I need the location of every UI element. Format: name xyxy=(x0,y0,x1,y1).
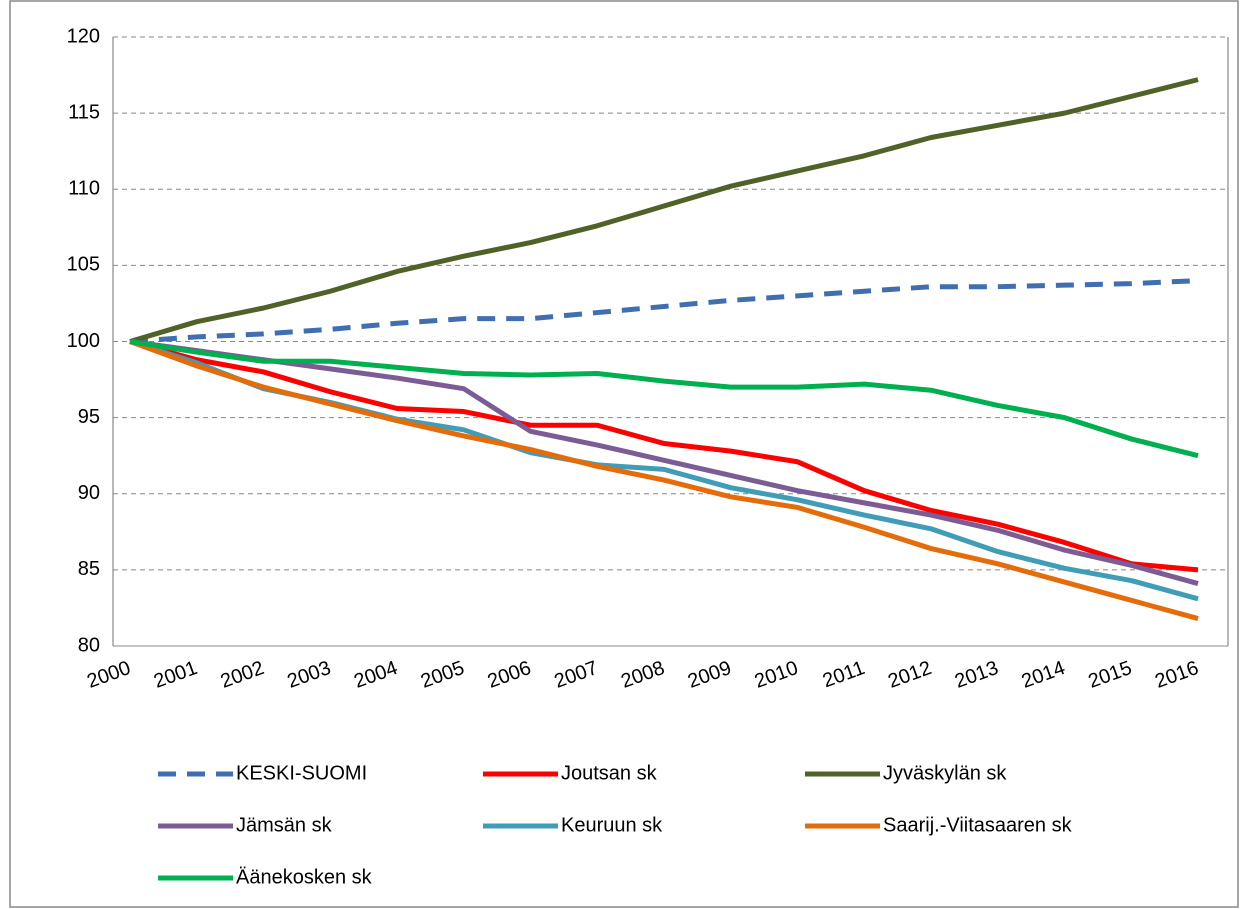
data-line xyxy=(129,339,1199,459)
data-line xyxy=(129,339,1199,573)
legend-label: Joutsan sk xyxy=(561,762,658,784)
y-tick-label: 115 xyxy=(68,101,100,123)
data-line xyxy=(129,278,1199,344)
y-tick-label: 100 xyxy=(67,330,100,352)
chart-frame xyxy=(9,0,1239,908)
legend-label: Äänekosken sk xyxy=(236,866,373,888)
data-line xyxy=(129,77,1199,344)
legend-label: KESKI-SUOMI xyxy=(236,762,367,784)
y-tick-label: 105 xyxy=(67,254,100,276)
legend-label: Saarij.-Viitasaaren sk xyxy=(883,814,1073,836)
y-tick-label: 80 xyxy=(78,634,100,656)
legend-label: Jyväskylän sk xyxy=(883,762,1007,784)
y-tick-label: 95 xyxy=(78,406,100,428)
y-tick-label: 90 xyxy=(78,482,100,504)
y-tick-label: 120 xyxy=(67,25,100,47)
legend-label: Keuruun sk xyxy=(561,814,663,836)
legend-label: Jämsän sk xyxy=(236,814,333,836)
data-line xyxy=(129,339,1199,622)
y-tick-label: 110 xyxy=(68,178,100,200)
y-tick-label: 85 xyxy=(78,558,100,580)
data-line xyxy=(129,339,1199,586)
